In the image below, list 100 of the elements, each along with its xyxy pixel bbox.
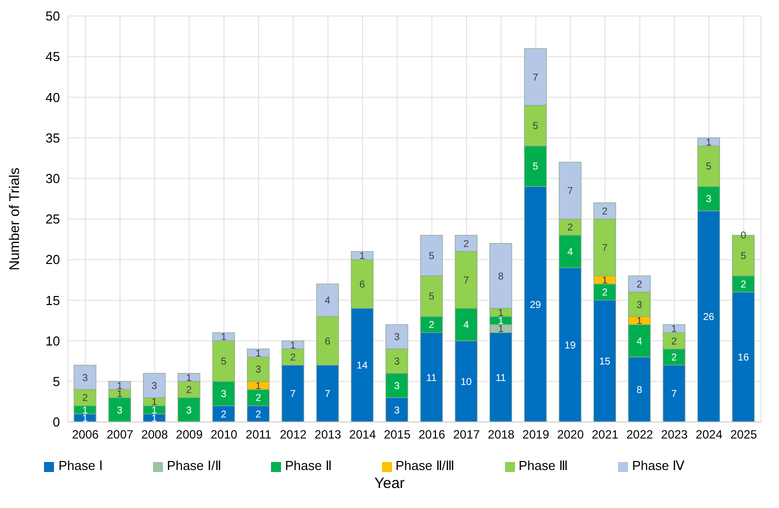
- data-label: 3: [186, 405, 192, 416]
- y-axis-title: Number of Trials: [6, 168, 22, 270]
- data-label: 1: [359, 251, 366, 262]
- legend-label: Phase Ⅱ: [285, 458, 332, 473]
- data-label: 19: [564, 340, 576, 352]
- data-label: 7: [671, 389, 678, 400]
- data-label: 4: [463, 320, 470, 332]
- data-label: 1: [602, 275, 608, 286]
- data-label: 5: [706, 162, 712, 173]
- data-label: 2: [567, 222, 574, 234]
- data-label: 3: [255, 364, 262, 376]
- data-label: 1: [636, 316, 643, 327]
- data-label: 3: [706, 194, 712, 206]
- x-tick-label: 2020: [557, 428, 584, 442]
- x-tick-label: 2023: [661, 428, 688, 442]
- data-label: 1: [255, 380, 262, 392]
- x-axis-title: Year: [373, 475, 406, 492]
- data-label: 7: [567, 186, 574, 198]
- data-label: 2: [463, 238, 470, 250]
- x-tick-label: 2022: [626, 428, 654, 442]
- data-label: 2: [671, 352, 678, 364]
- data-label: 7: [532, 72, 539, 84]
- y-tick-label: 5: [52, 374, 60, 390]
- x-tick-label: 2013: [314, 428, 342, 442]
- x-tick-label: 2012: [280, 428, 307, 442]
- data-label: 6: [359, 279, 366, 290]
- data-label: 2: [602, 288, 608, 299]
- data-label: 2: [671, 336, 678, 348]
- data-label: 11: [496, 372, 506, 384]
- data-label: 16: [738, 352, 750, 364]
- data-label: 11: [426, 372, 438, 384]
- data-label: 1: [255, 348, 262, 360]
- data-label: 26: [703, 312, 715, 323]
- data-label: 7: [463, 275, 470, 286]
- data-label: 2: [255, 393, 262, 404]
- x-tick-label: 2016: [418, 428, 446, 442]
- data-label: 5: [428, 292, 435, 303]
- x-tick-label: 2021: [592, 428, 619, 442]
- data-label: 4: [567, 246, 574, 258]
- data-label: 3: [394, 332, 400, 344]
- data-label: 2: [82, 393, 88, 404]
- data-label: 1: [290, 340, 296, 352]
- data-label: 4: [636, 336, 643, 348]
- y-tick-label: 30: [46, 171, 60, 186]
- data-label: 1: [498, 324, 504, 336]
- data-label: 1: [82, 413, 88, 424]
- data-label: 2: [220, 409, 227, 420]
- legend-label: Phase Ⅳ: [632, 458, 685, 473]
- data-label: 8: [636, 385, 643, 396]
- data-label: 29: [530, 300, 542, 311]
- data-label: 3: [116, 405, 123, 416]
- legend-label: Phase Ⅰ: [58, 458, 103, 473]
- data-label: 14: [356, 360, 368, 372]
- data-label: 1: [671, 324, 678, 336]
- y-tick-label: 25: [46, 212, 60, 227]
- legend-label: Phase Ⅰ/Ⅱ: [166, 458, 222, 473]
- data-label: 6: [324, 336, 331, 348]
- data-label: 5: [532, 121, 539, 132]
- x-tick-label: 2025: [730, 428, 758, 442]
- data-label: 7: [324, 389, 331, 400]
- x-tick-label: 2010: [210, 428, 238, 442]
- data-label: 5: [428, 251, 435, 262]
- data-label: 1: [706, 137, 712, 148]
- data-label: 2: [740, 279, 747, 290]
- data-label: 7: [602, 242, 608, 254]
- y-tick-label: 35: [46, 130, 60, 146]
- data-label: 3: [394, 356, 400, 368]
- y-tick-label: 20: [46, 252, 60, 268]
- data-label: 2: [290, 352, 296, 364]
- data-label: 4: [324, 296, 331, 307]
- legend-label: Phase Ⅱ/Ⅲ: [396, 458, 455, 473]
- y-tick-label: 10: [46, 333, 60, 348]
- data-label: 5: [532, 162, 539, 173]
- data-label: 2: [255, 409, 262, 420]
- x-tick-label: 2008: [141, 428, 168, 442]
- x-tick-label: 2018: [488, 428, 515, 442]
- data-label: 3: [220, 389, 227, 400]
- data-label: 8: [498, 271, 504, 282]
- data-label: 15: [599, 356, 611, 368]
- x-tick-label: 2024: [696, 428, 723, 442]
- x-tick-label: 2011: [246, 428, 272, 442]
- data-label: 1: [152, 413, 158, 424]
- y-tick-label: 45: [46, 49, 60, 64]
- y-tick-label: 50: [46, 8, 60, 24]
- x-tick-label: 2014: [349, 428, 376, 442]
- data-label: 1: [186, 372, 192, 384]
- data-label: 1: [116, 389, 123, 400]
- data-label: 5: [220, 356, 227, 368]
- legend-label: Phase Ⅲ: [518, 458, 568, 473]
- x-tick-label: 2015: [384, 428, 411, 442]
- x-tick-label: 2007: [106, 428, 134, 442]
- data-label: 3: [394, 380, 400, 392]
- data-label: 3: [394, 405, 400, 416]
- x-tick-label: 2017: [453, 428, 480, 442]
- data-label: 3: [152, 380, 158, 392]
- data-label: 1: [220, 332, 227, 344]
- x-tick-label: 2006: [72, 428, 99, 442]
- data-label: 2: [602, 206, 608, 218]
- data-label: 2: [428, 320, 435, 332]
- data-label: 3: [636, 300, 643, 311]
